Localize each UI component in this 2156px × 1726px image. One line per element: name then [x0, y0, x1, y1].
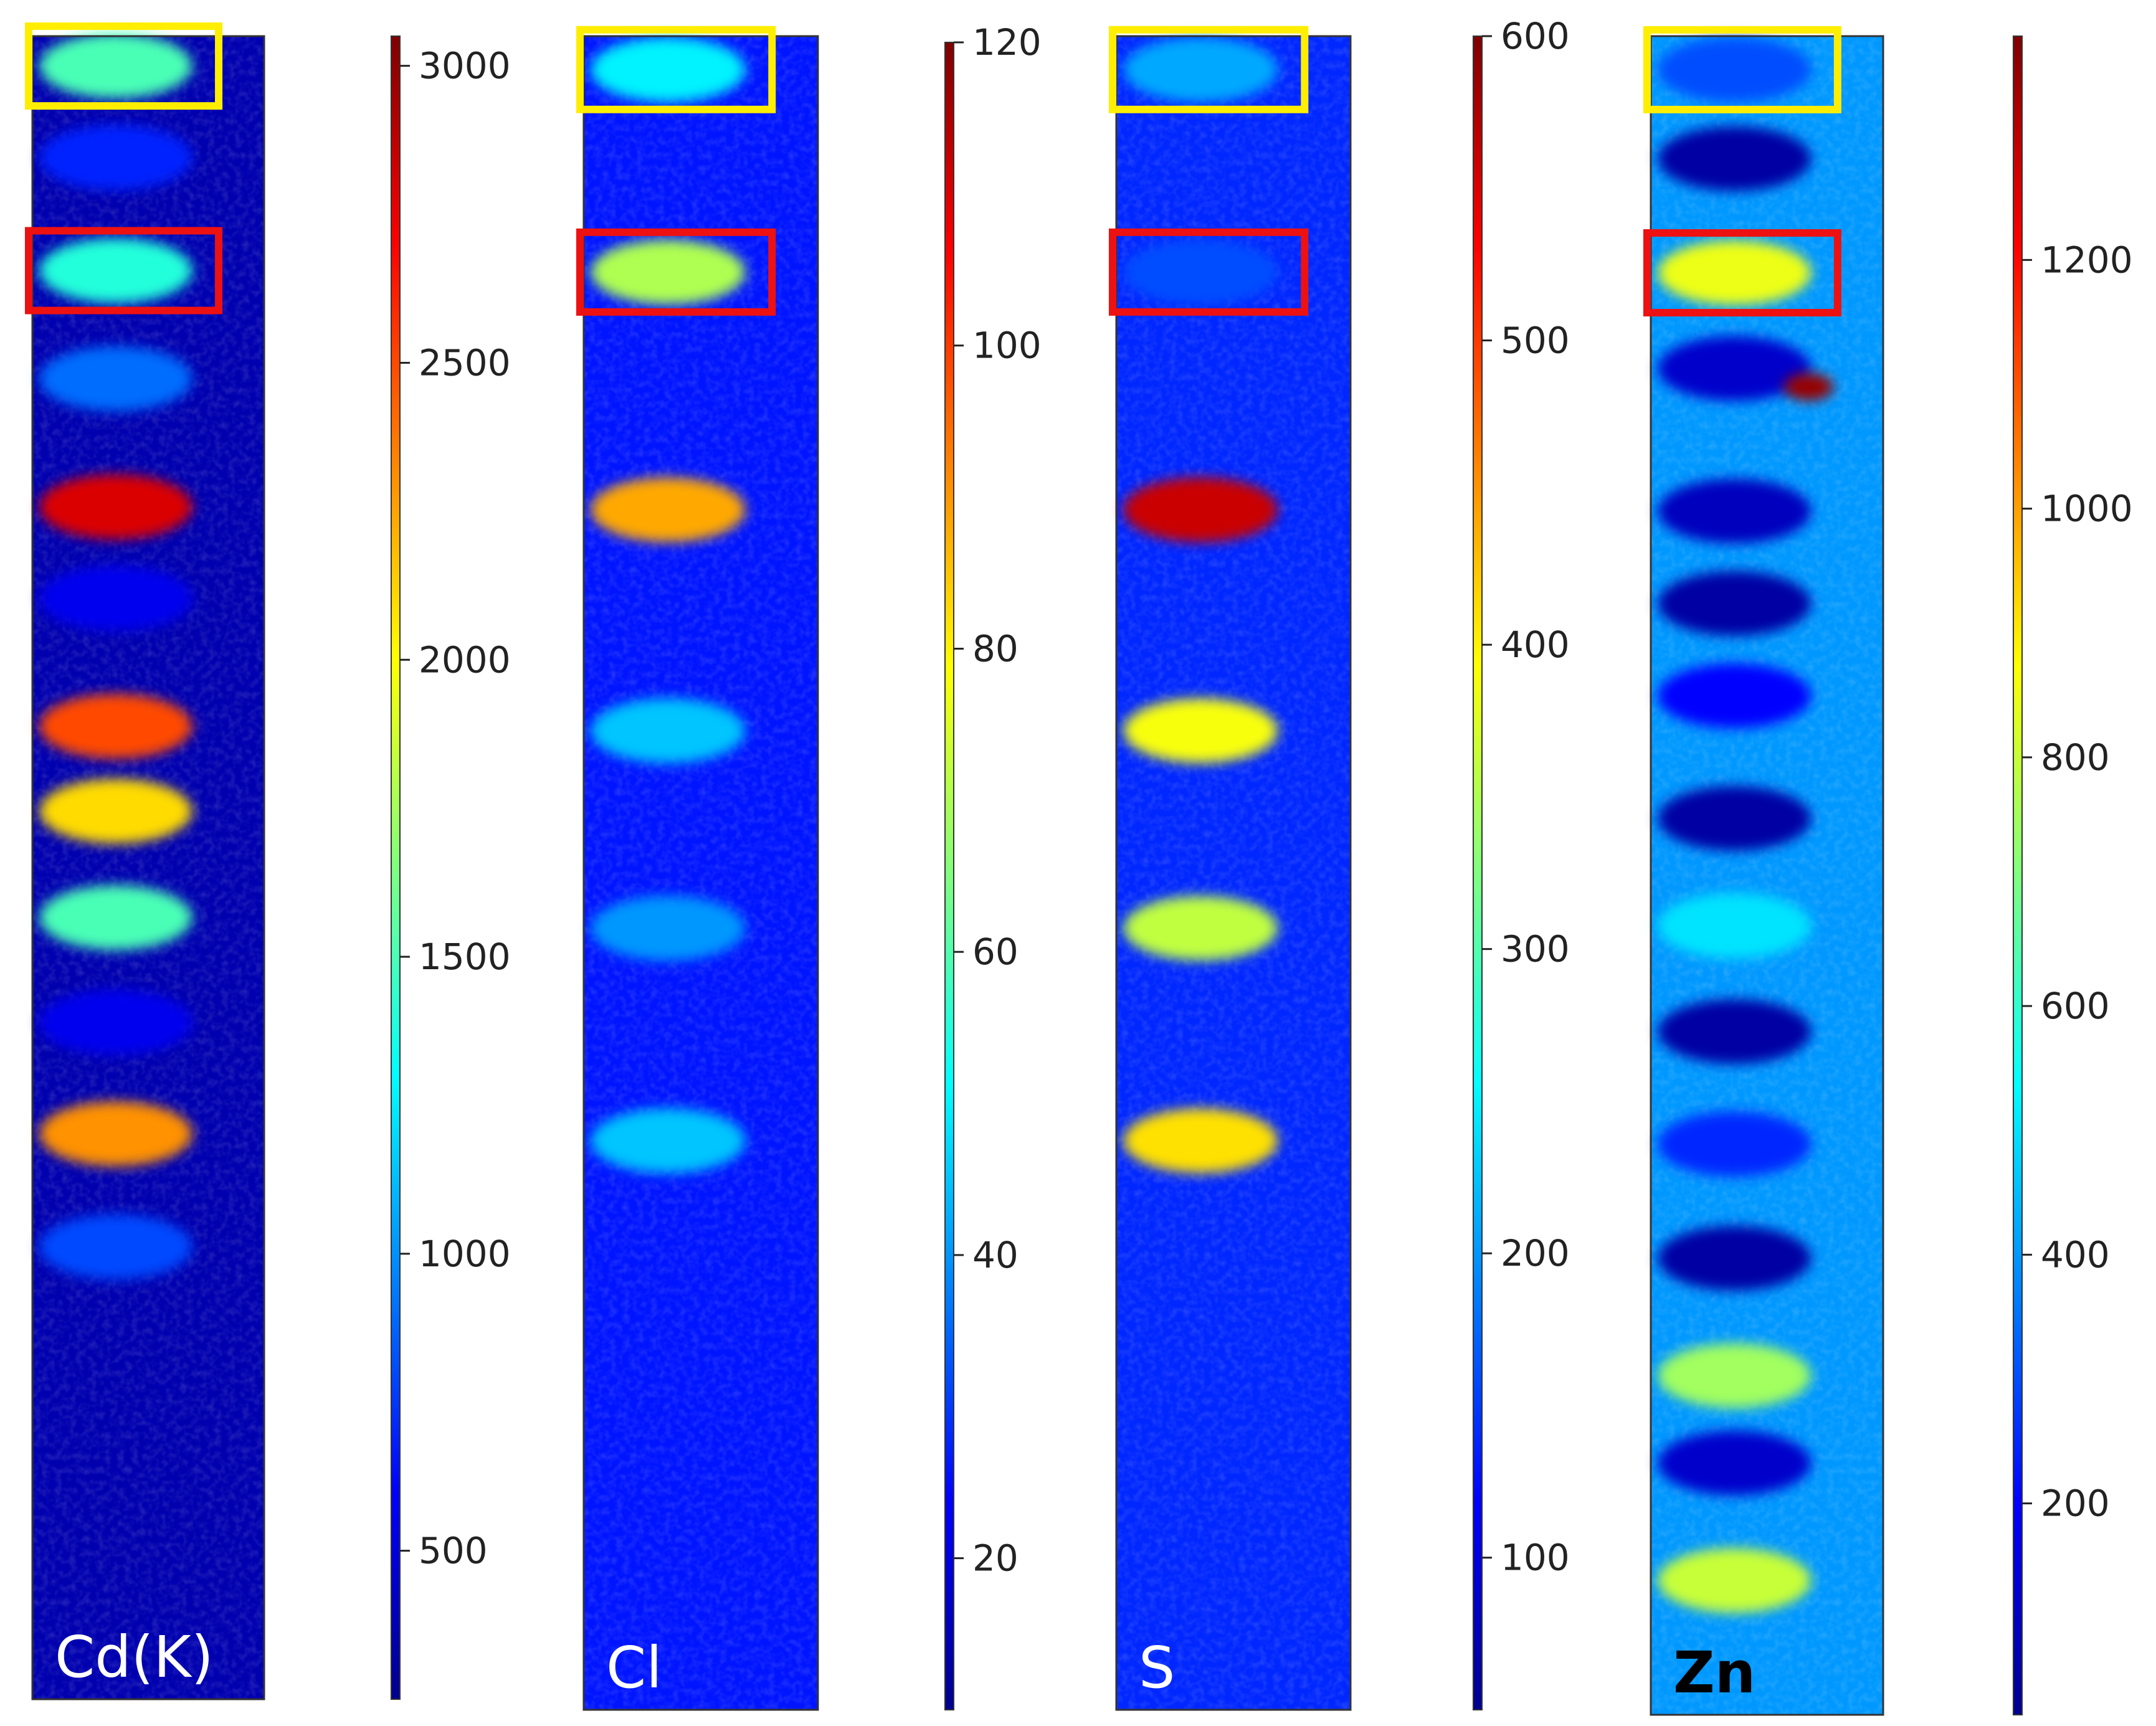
highlight-box-yellow [1109, 26, 1309, 113]
tissue-spot [39, 779, 192, 844]
tissue-spot [1123, 239, 1278, 305]
panel-2: S 100 200 300 400 500 600 [1109, 15, 1570, 1711]
tissue-spot [39, 1101, 192, 1167]
tissue-spot [591, 698, 746, 764]
colorbar [2013, 36, 2023, 1715]
highlight-box-yellow [1643, 26, 1841, 113]
tissue-spot [1123, 1108, 1278, 1174]
colorbar-tick-label: 400 [2041, 1233, 2110, 1276]
map-frame [1650, 35, 1884, 1716]
colorbar-tick-label: 300 [1501, 928, 1570, 970]
colorbar-tick-label: 3000 [419, 45, 511, 87]
tissue-spot [1658, 240, 1812, 305]
colorbar-tick-label: 1000 [419, 1233, 511, 1275]
tissue-spot [39, 125, 192, 190]
map-frame [1115, 35, 1352, 1711]
colorbar-tick-label: 2000 [419, 638, 511, 681]
colorbar-tick-label: 100 [972, 325, 1042, 367]
tissue-spot [39, 238, 192, 303]
highlight-box-red [25, 227, 223, 315]
highlight-box-red [1109, 228, 1309, 316]
highlight-box-red [1643, 229, 1841, 316]
colorbar-tick-label: 60 [972, 931, 1019, 973]
colorbar [391, 36, 401, 1700]
map-frame [582, 35, 819, 1711]
tissue-spot [39, 694, 192, 759]
colorbar-tick-label: 1000 [2041, 488, 2133, 530]
element-label: Cl [606, 1634, 662, 1701]
tissue-spot [1658, 478, 1812, 544]
colorbar-tick-label: 600 [1501, 15, 1570, 57]
tissue-spot [1658, 336, 1812, 401]
highlight-box-red [576, 228, 776, 316]
tissue-spot [39, 474, 192, 539]
element-label: Cd(K) [55, 1624, 214, 1690]
colorbar-tick-label: 500 [1501, 320, 1570, 362]
tissue-spot [39, 885, 192, 951]
tissue-spot [39, 34, 192, 99]
colorbar-tick-label: 500 [419, 1530, 488, 1572]
tissue-spot [1658, 1225, 1812, 1291]
colorbar-tick-label: 400 [1501, 624, 1570, 666]
map-frame [31, 35, 265, 1700]
tissue-spot [1658, 1343, 1812, 1408]
highlight-box-yellow [25, 22, 223, 110]
tissue-spot [39, 990, 192, 1055]
colorbar-tick-label: 1200 [2041, 239, 2133, 281]
tissue-spot [1658, 999, 1812, 1065]
tissue-spot [1658, 1430, 1812, 1496]
colorbar-tick-label: 20 [972, 1537, 1019, 1580]
tissue-spot [1658, 571, 1812, 636]
tissue-spot [1658, 893, 1812, 959]
tissue-spot [1658, 37, 1812, 102]
tissue-spot [591, 477, 746, 543]
tissue-spot [1123, 698, 1278, 764]
colorbar-tick-label: 800 [2041, 736, 2110, 779]
tissue-spot [1658, 126, 1812, 191]
colorbar [1473, 36, 1483, 1710]
tissue-spot [1658, 1111, 1812, 1177]
element-label: Zn [1673, 1639, 1755, 1706]
colorbar-tick-label: 40 [972, 1234, 1019, 1276]
element-label: S [1139, 1634, 1175, 1701]
tissue-spot [1123, 896, 1278, 961]
panel-3: Zn 200 400 600 800 1000 1200 [1643, 26, 2133, 1716]
tissue-spot [1658, 1548, 1812, 1613]
tissue-spot [39, 1214, 192, 1279]
panel-1: Cl 20 40 60 80 100 120 [576, 21, 1042, 1711]
tissue-spot [1658, 785, 1812, 851]
tissue-spot [1658, 663, 1812, 729]
colorbar-tick-label: 600 [2041, 985, 2110, 1027]
tissue-spot [39, 346, 192, 412]
tissue-spot [591, 1108, 746, 1174]
tissue-spot [591, 37, 746, 102]
colorbar-tick-label: 2500 [419, 341, 511, 384]
colorbar-tick-label: 80 [972, 627, 1019, 670]
colorbar-tick-label: 1500 [419, 936, 511, 978]
highlight-box-yellow [576, 26, 776, 113]
tissue-spot [1783, 373, 1834, 401]
colorbar-tick-label: 200 [2041, 1482, 2110, 1525]
tissue-spot [39, 566, 192, 631]
tissue-spot [1123, 477, 1278, 543]
colorbar [944, 42, 954, 1710]
tissue-spot [591, 239, 746, 305]
colorbar-tick-label: 200 [1501, 1232, 1570, 1274]
colorbar-tick-label: 120 [972, 21, 1042, 64]
panel-0: Cd(K) 500 1000 1500 2000 2500 3000 [25, 22, 511, 1700]
tissue-spot [591, 896, 746, 961]
tissue-spot [1123, 37, 1278, 102]
colorbar-tick-label: 100 [1501, 1537, 1570, 1579]
